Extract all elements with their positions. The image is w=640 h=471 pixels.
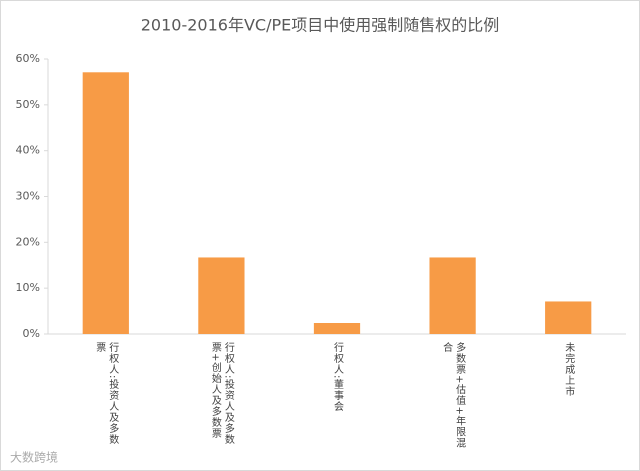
- bar: [313, 323, 361, 334]
- y-tick-label: 60%: [16, 52, 40, 65]
- y-tick-label: 50%: [16, 98, 40, 111]
- y-tick-label: 40%: [16, 144, 40, 157]
- y-tick-label: 0%: [23, 327, 40, 340]
- y-tick-label: 30%: [16, 190, 40, 203]
- bar: [429, 257, 476, 334]
- bar: [198, 257, 245, 334]
- bar: [545, 301, 592, 334]
- y-tick-label: 20%: [16, 235, 40, 248]
- x-tick-label: 多数票+估值+年限混合: [440, 342, 465, 449]
- x-tick-label: 行权人:董事会: [331, 342, 343, 413]
- bar: [82, 72, 129, 335]
- y-tick-label: 10%: [16, 281, 40, 294]
- watermark: 大数跨境: [10, 450, 58, 465]
- x-tick-label: 行权人:投资人及多数票+创始人及多数票: [209, 342, 234, 446]
- chart-title: 2010-2016年VC/PE项目中使用强制随售权的比例: [141, 16, 499, 35]
- x-tick-label: 未完成上市: [562, 342, 574, 397]
- x-tick-label: 行权人:投资人及多数票: [93, 342, 118, 446]
